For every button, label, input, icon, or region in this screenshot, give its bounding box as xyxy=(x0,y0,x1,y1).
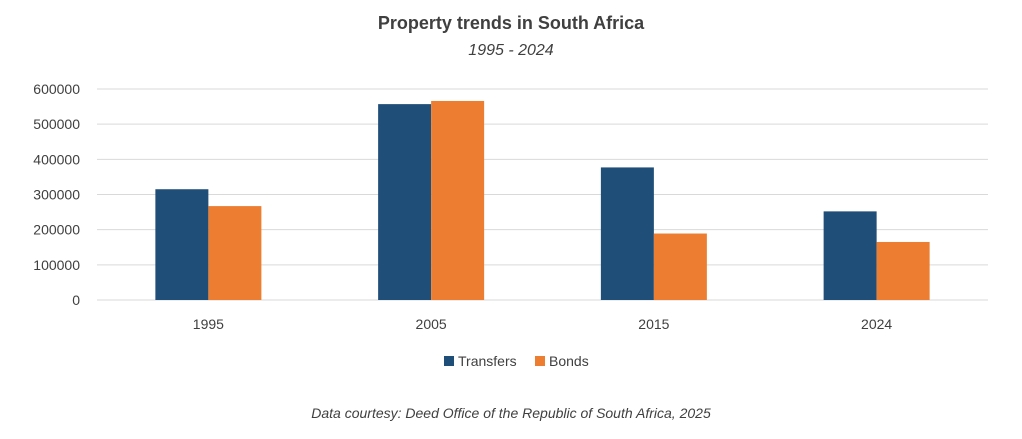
y-tick-label: 500000 xyxy=(33,116,80,132)
y-tick-label: 100000 xyxy=(33,257,80,273)
x-tick-label: 1995 xyxy=(193,316,224,332)
legend: Transfers Bonds xyxy=(444,353,589,369)
bar-transfers-2024 xyxy=(823,211,877,300)
x-tick-label: 2005 xyxy=(416,316,447,332)
y-tick-label: 0 xyxy=(72,292,80,308)
x-tick-label: 2015 xyxy=(638,316,669,332)
legend-swatch-bonds xyxy=(535,356,545,366)
legend-swatch-transfers xyxy=(444,356,454,366)
chart-subtitle: 1995 - 2024 xyxy=(468,42,554,59)
y-tick-label: 200000 xyxy=(33,222,80,238)
bar-bonds-1995 xyxy=(208,206,262,300)
x-axis: 1995 2005 2015 2024 xyxy=(193,316,893,332)
bar-transfers-2005 xyxy=(378,104,432,300)
y-tick-label: 600000 xyxy=(33,81,80,97)
chart-title: Property trends in South Africa xyxy=(378,13,645,33)
bars xyxy=(155,100,930,300)
bar-transfers-2015 xyxy=(600,167,654,300)
x-tick-label: 2024 xyxy=(861,316,892,332)
footer-note: Data courtesy: Deed Office of the Republ… xyxy=(311,405,711,421)
bar-bonds-2024 xyxy=(876,241,930,300)
y-axis: 0 100000 200000 300000 400000 500000 600000 xyxy=(33,81,80,308)
legend-label-transfers: Transfers xyxy=(458,353,517,369)
y-tick-label: 300000 xyxy=(33,187,80,203)
y-tick-label: 400000 xyxy=(33,151,80,167)
bar-bonds-2015 xyxy=(653,233,707,300)
bar-bonds-2005 xyxy=(431,100,485,300)
bar-transfers-1995 xyxy=(155,189,209,300)
legend-label-bonds: Bonds xyxy=(549,353,589,369)
